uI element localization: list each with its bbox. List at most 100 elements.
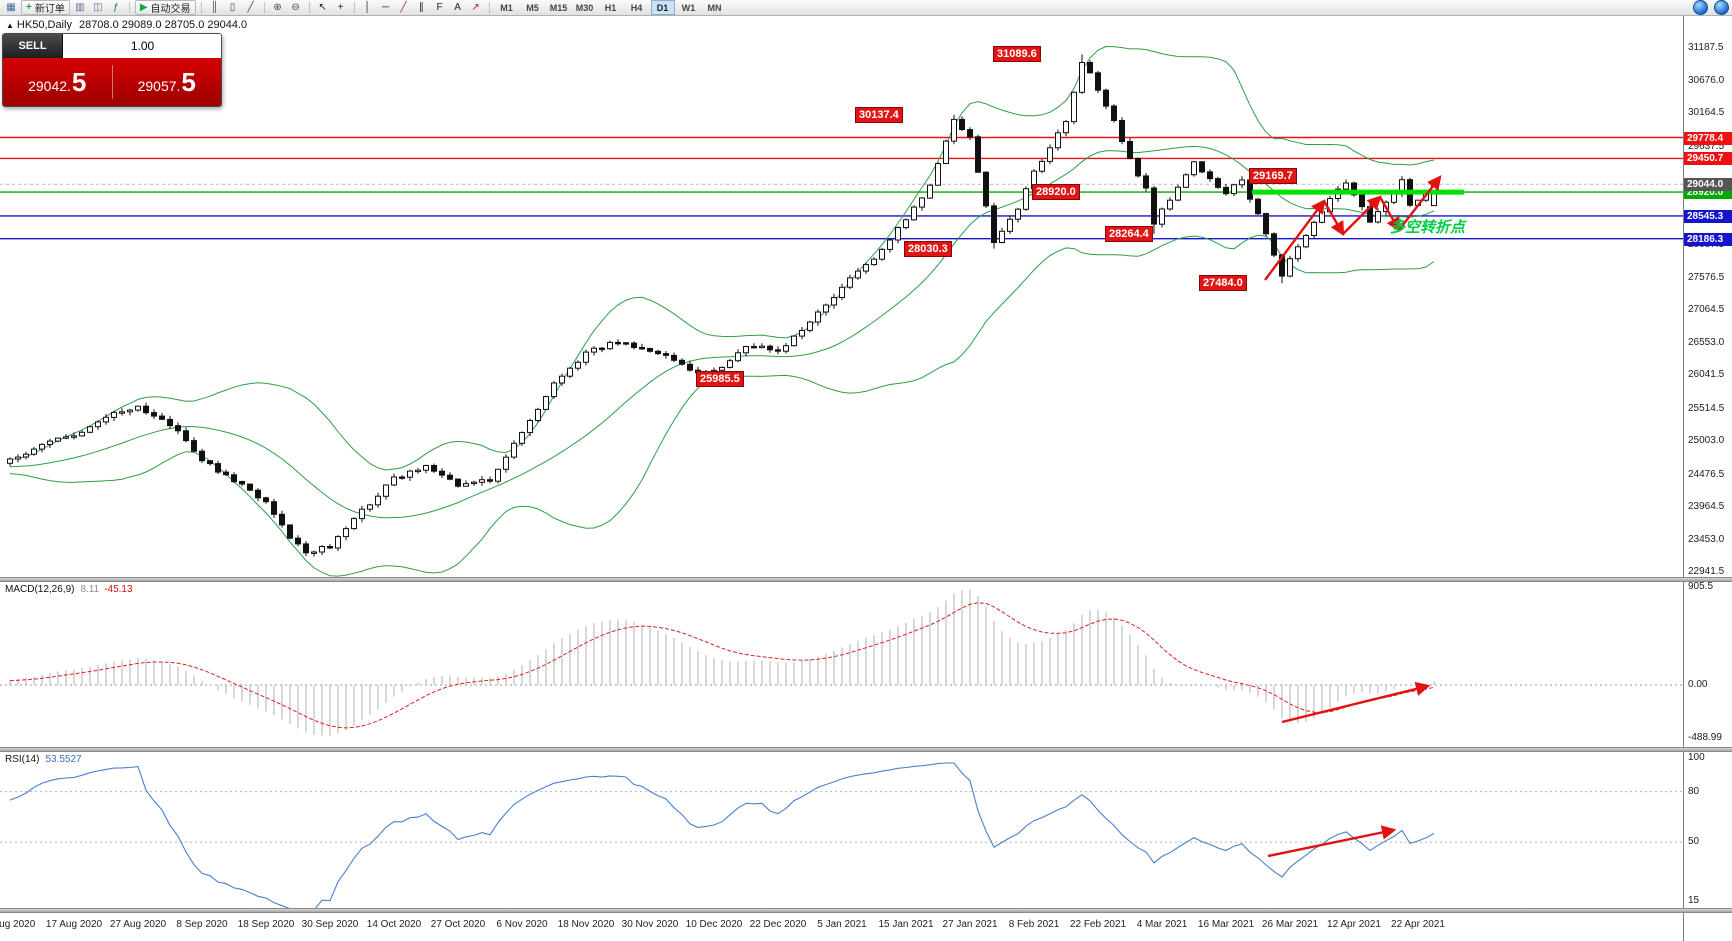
toolbar-separator: [263, 2, 265, 13]
fibonacci-icon[interactable]: F: [436, 1, 443, 13]
price-divider: [111, 65, 113, 99]
chart-title: ▲ HK50,Daily 28708.0 29089.0 28705.0 29044…: [6, 19, 247, 31]
terminal-icon[interactable]: ▦: [6, 1, 16, 13]
axis-label: 30164.5: [1688, 107, 1725, 118]
rsi-axis-label: 15: [1688, 895, 1700, 906]
trade-prices-row: 29042.5 29057.5: [3, 58, 221, 106]
date-label: 30 Nov 2020: [621, 919, 679, 930]
new-order-button[interactable]: + 新订单: [21, 0, 70, 15]
pane-splitter[interactable]: [0, 908, 1732, 913]
price-tag[interactable]: 31089.6: [993, 46, 1041, 63]
pane-splitter[interactable]: [0, 747, 1732, 752]
date-label: 16 Mar 2021: [1197, 919, 1255, 930]
pane-splitter[interactable]: [0, 577, 1732, 582]
profiles-icon[interactable]: ◫: [93, 1, 103, 13]
line-chart-type-icon[interactable]: ╱: [247, 1, 254, 13]
community-icon[interactable]: [1714, 0, 1729, 15]
autotrading-button[interactable]: ▶ 自动交易: [134, 0, 196, 15]
ohlc-values: 28708.0 29089.0 28705.0 29044.0: [78, 19, 248, 31]
arrow-object-icon[interactable]: ↗: [471, 1, 480, 13]
price-tag[interactable]: 28030.3: [904, 240, 952, 257]
rsi-axis-label: 80: [1688, 785, 1700, 797]
trade-buttons-row: SELL ▴▾ BUY: [3, 34, 221, 58]
vertical-line-icon[interactable]: │: [364, 1, 371, 13]
macd-indicator-label: MACD(12,26,9) 8.11 -45.13: [5, 584, 133, 595]
channel-icon[interactable]: ∥: [419, 1, 425, 13]
symbol-period-label: HK50,Daily: [16, 19, 72, 31]
date-label: 4 Mar 2021: [1136, 919, 1188, 930]
date-label: 5 Aug 2020: [0, 919, 36, 930]
timeframe-h4[interactable]: H4: [630, 2, 643, 13]
date-label: 18 Sep 2020: [237, 919, 295, 930]
zoom-out-icon[interactable]: ⊖: [291, 1, 300, 13]
one-click-trade-panel: SELL ▴▾ BUY 29042.5 29057.5: [2, 33, 222, 107]
trendline-icon[interactable]: ╱: [400, 1, 407, 13]
rsi-indicator-label: RSI(14) 53.5527: [5, 754, 82, 765]
price-line-label: 29778.4: [1684, 131, 1732, 145]
volume-input[interactable]: [63, 34, 221, 58]
date-label: 8 Sep 2020: [176, 919, 228, 930]
time-axis: 5 Aug 2020 17 Aug 2020 27 Aug 2020 8 Sep 20…: [0, 913, 1683, 941]
text-icon[interactable]: A: [454, 1, 461, 13]
toolbar-separator: [353, 2, 355, 13]
timeframe-m15[interactable]: M15: [549, 2, 568, 13]
price-tag[interactable]: 28264.4: [1105, 225, 1153, 242]
toolbar-separator: [200, 2, 202, 13]
macd-axis-label: 905.5: [1688, 581, 1714, 592]
timeframe-d1[interactable]: D1: [650, 0, 675, 15]
toolbar: ▦ + 新订单 ▥ ◫ ƒ ▶ 自动交易 ║ ▯ ╱ ⊕ ⊖ ↖ + │ ─ ╱ ∥ F A ↗ M1 M5 M15 M30 H1 H…: [0, 0, 1732, 16]
price-tag[interactable]: 29169.7: [1249, 168, 1297, 185]
date-label: 15 Jan 2021: [878, 919, 934, 930]
date-label: 18 Nov 2020: [557, 919, 615, 930]
crosshair-icon[interactable]: +: [337, 1, 344, 13]
timeframe-mn[interactable]: MN: [707, 2, 722, 13]
axis-label: 30676.0: [1688, 74, 1725, 86]
buy-price[interactable]: 29057.5: [137, 66, 196, 97]
sell-price[interactable]: 29042.5: [28, 66, 87, 97]
rsi-axis-label: 100: [1688, 752, 1705, 763]
date-label: 27 Jan 2021: [942, 919, 998, 930]
axis-label: 25003.0: [1688, 435, 1725, 446]
price-tag[interactable]: 25985.5: [696, 370, 744, 387]
autotrading-button-icon: ▶: [139, 2, 148, 13]
bar-chart-type-icon[interactable]: ║: [211, 1, 219, 13]
axis-label: 29637.5: [1688, 140, 1725, 152]
chart-annotation[interactable]: 多空转折点: [1390, 219, 1466, 236]
timeframe-m30[interactable]: M30: [575, 2, 594, 13]
rsi-axis-label: 50: [1688, 836, 1700, 848]
volume-field: ▴▾: [63, 34, 221, 58]
axis-label: 26553.0: [1688, 336, 1725, 348]
cursor-icon[interactable]: ↖: [318, 1, 327, 13]
zoom-in-icon[interactable]: ⊕: [273, 1, 282, 13]
price-tag[interactable]: 27484.0: [1199, 275, 1247, 292]
chart-windows-icon[interactable]: ▥: [75, 1, 85, 13]
sell-button[interactable]: SELL: [3, 34, 63, 58]
axis-label: 27064.5: [1688, 304, 1725, 315]
toolbar-separator: [308, 2, 310, 13]
horizontal-line-icon[interactable]: ─: [382, 1, 390, 13]
macd-axis-label: -488.99: [1688, 731, 1722, 743]
new-order-button-icon: +: [26, 2, 32, 13]
candlestick-chart-type-icon[interactable]: ▯: [229, 1, 236, 13]
date-label: 22 Apr 2021: [1391, 919, 1445, 930]
timeframe-h1[interactable]: H1: [604, 2, 617, 13]
price-line-label: 28545.3: [1684, 209, 1732, 223]
timeframe-m5[interactable]: M5: [526, 2, 539, 13]
collapse-icon[interactable]: ▲: [6, 21, 14, 30]
search-icon[interactable]: [1693, 0, 1708, 15]
price-tag[interactable]: 30137.4: [855, 106, 903, 123]
indicators-icon[interactable]: ƒ: [113, 1, 119, 13]
date-label: 8 Feb 2021: [1008, 919, 1060, 930]
timeframe-m1[interactable]: M1: [500, 2, 513, 13]
price-axis: 31187.530676.030164.529637.528087.527576…: [1683, 16, 1732, 941]
date-label: 26 Mar 2021: [1261, 919, 1319, 930]
price-line-label: 29450.7: [1684, 152, 1732, 166]
price-tag[interactable]: 28920.0: [1032, 184, 1080, 201]
axis-label: 23453.0: [1688, 533, 1725, 545]
price-line-label: 28186.3: [1684, 232, 1732, 246]
date-label: 5 Jan 2021: [817, 919, 867, 930]
timeframe-w1[interactable]: W1: [681, 2, 696, 13]
current-price-label: 29044.0: [1684, 178, 1732, 192]
toolbar-separator: [128, 2, 130, 13]
